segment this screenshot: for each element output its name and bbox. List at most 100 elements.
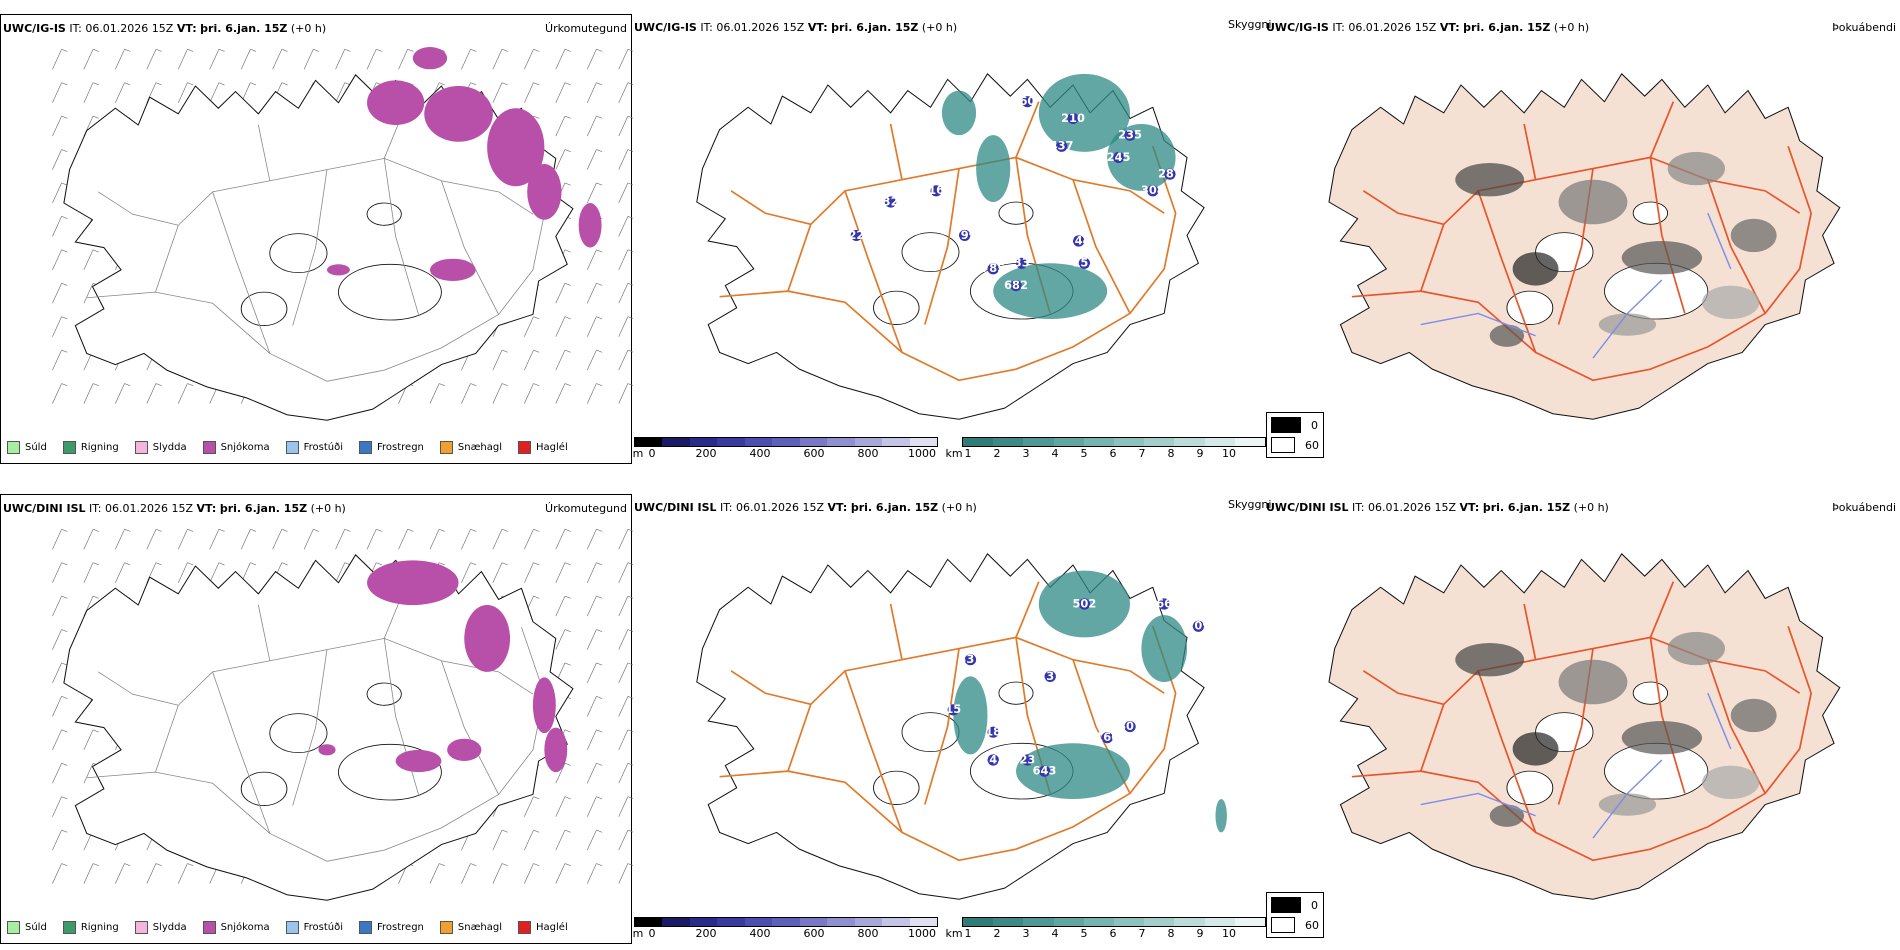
wind-barb [303,529,314,550]
colorbar-segment [772,918,800,926]
colorbar-segment [909,918,937,926]
colorbar-segment [854,918,883,926]
wind-barb [524,863,534,884]
wind-barb-feather [627,383,633,386]
wind-barb [52,796,62,817]
wind-barb-feather [596,82,603,86]
legend-item: Rigning [62,921,119,934]
wind-barb [524,796,534,817]
fog-index-panel-bottom: UWC/DINI ISL IT: 06.01.2026 15Z VT: þri.… [1266,494,1900,944]
colorbar-tick: 2 [993,927,1001,940]
wind-barb-feather [564,729,571,733]
wind-barb [209,49,220,70]
visibility-area [953,676,988,755]
wind-barb [52,249,62,270]
wind-barb [83,82,94,103]
wind-barb-feather [61,662,68,666]
wind-barb [555,383,566,404]
valid-time-label: VT: [1439,21,1460,34]
wind-barb [618,729,629,750]
lead-time: (+0 h) [310,502,346,515]
legend-item: Súld [7,441,47,454]
wind-barb-feather [596,629,603,633]
wind-barb-feather [61,349,68,353]
wind-barb [52,729,62,750]
colorbar-tick: 3 [1022,447,1030,460]
colorbar-tick: 10 [1222,927,1236,940]
colorbar-tick: 8 [1167,927,1175,940]
wind-barb-feather [627,595,633,599]
road-line [1649,637,1686,794]
wind-barb [115,529,125,550]
fog-legend-label: 60 [1305,918,1319,932]
visibility-marker [1021,754,1034,766]
wind-barb-feather [438,528,445,532]
valid-time-label: VT: [196,502,217,515]
legend-swatch [439,921,453,934]
colorbar-tick: 400 [749,927,771,940]
wind-barb-feather [564,629,571,633]
panel-header: UWC/DINI ISL IT: 06.01.2026 15Z VT: þri.… [3,502,346,515]
fog-legend-swatch [1271,437,1295,453]
wind-barb [618,629,629,650]
wind-barb-feather [376,48,383,52]
visibility-label: 66 [1156,597,1172,610]
wind-barb-feather [596,662,603,666]
road-line [97,191,179,226]
valid-time-label: VT: [1459,501,1480,514]
glacier-outline [366,682,402,706]
colorbar-segment [827,918,855,926]
legend-label: Frostúði [303,922,343,933]
river-line [1420,312,1536,337]
wind-barb-feather [627,316,633,320]
legend-label: Rigning [80,442,119,453]
snowfall-area [544,727,568,773]
visibility-label: 152 [1073,257,1097,270]
wind-barb-feather [61,182,68,186]
visibility-label: 33 [1014,257,1030,270]
wind-barb-feather [596,829,603,833]
wind-barb [586,115,597,137]
colorbar-segment [1204,918,1235,926]
wind-barb-feather [92,595,99,599]
fog-legend-row: 0 [1271,417,1319,433]
visibility-marker [1124,721,1136,733]
legend-item: Snæhagl [439,441,502,454]
wind-barb [618,49,629,70]
wind-barb-feather [627,82,633,86]
wind-barb [115,82,125,103]
wind-barb [555,283,566,304]
wind-barb-feather [501,82,508,86]
colorbar-tick: 800 [857,927,879,940]
wind-barb [83,763,94,784]
wind-barb [177,529,188,550]
wind-barb [618,796,629,817]
visibility-label: 166 [1095,731,1119,744]
colorbar-segment [827,438,855,446]
legend-swatch [7,441,20,454]
wind-barb-feather [533,562,540,566]
wind-barb-feather [501,528,508,532]
fog-shade [1489,804,1525,827]
wind-barb [52,49,62,70]
colorbar-segment [689,918,718,926]
colorbar-tick: 3 [1022,927,1030,940]
wind-barb-feather [92,562,99,566]
wind-barb-feather [155,863,162,867]
glacier-outline [998,201,1034,225]
legend-item: Frostregn [359,921,424,934]
model-name: UWC/DINI ISL [634,501,717,514]
wind-barb-feather [627,282,633,286]
colorbar-tick: 1000 [908,927,936,940]
wind-barb [461,562,471,583]
wind-barb [618,529,629,550]
fog-shade [1489,324,1525,347]
visibility-marker [1192,620,1205,632]
visibility-label: 209 [1187,620,1211,633]
legend-item: Haglél [518,441,568,454]
fog-legend-swatch [1271,897,1301,913]
glacier-outline [873,770,920,805]
fog-shade [1512,732,1559,766]
visibility-marker [1021,96,1034,108]
wind-barb [52,149,62,170]
